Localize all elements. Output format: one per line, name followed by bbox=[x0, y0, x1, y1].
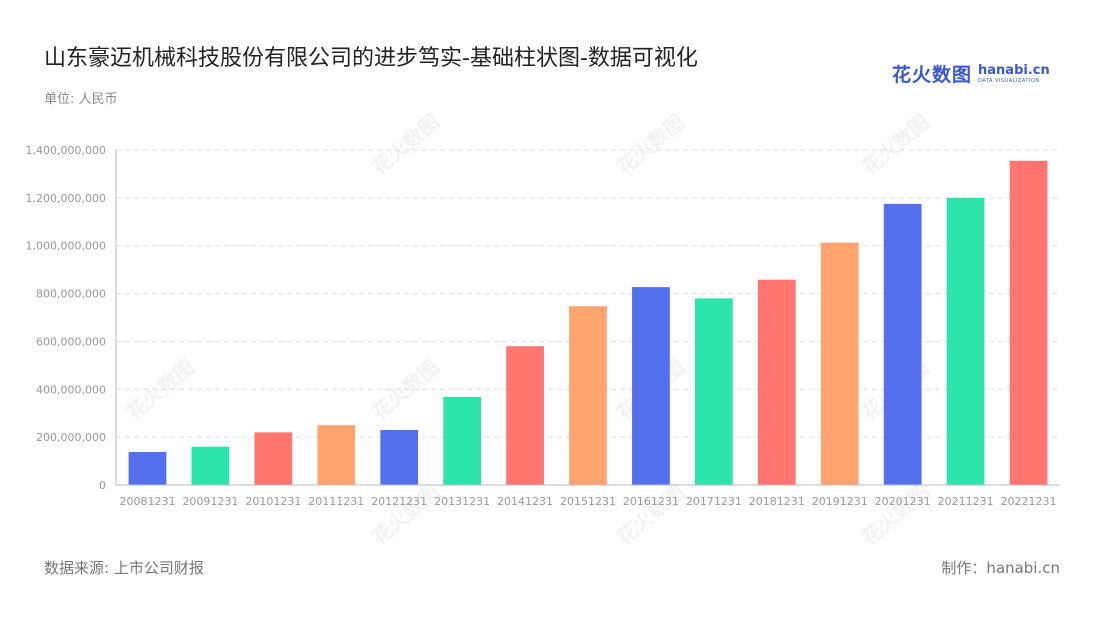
bar-20121231[interactable] bbox=[380, 429, 419, 485]
y-axis-ticks: 0 200,000,000 400,000,000 600,000,000 800,00… bbox=[26, 144, 106, 492]
logo-cn-text: 花火数图 bbox=[892, 64, 973, 86]
x-tick-label: 20161231 bbox=[623, 495, 679, 508]
x-tick-label: 20091231 bbox=[182, 495, 238, 508]
x-tick-label: 20101231 bbox=[245, 495, 301, 508]
x-tick-label: 20171231 bbox=[686, 495, 742, 508]
bar-20141231[interactable] bbox=[506, 346, 544, 485]
y-tick-label: 600,000,000 bbox=[36, 335, 106, 348]
bar-20201231[interactable] bbox=[883, 203, 922, 485]
bar-20181231[interactable] bbox=[757, 279, 796, 485]
x-tick-label: 20221231 bbox=[1001, 495, 1057, 508]
bar-20151231[interactable] bbox=[569, 306, 607, 485]
brand-logo: 花火数图 hanabi.cn DATA VISUALIZATION bbox=[892, 60, 1050, 87]
bar-20081231[interactable] bbox=[128, 451, 167, 485]
x-axis-ticks: 20081231 20091231 20101231 20111231 20121231… bbox=[119, 495, 1056, 508]
x-tick-label: 20201231 bbox=[875, 495, 931, 508]
bar-20111231[interactable] bbox=[317, 425, 356, 485]
y-tick-label: 1,000,000,000 bbox=[26, 240, 106, 253]
bar-20091231[interactable] bbox=[191, 446, 230, 485]
bar-20221231[interactable] bbox=[1009, 160, 1048, 485]
unit-label: 单位: 人民币 bbox=[44, 92, 118, 107]
logo-en-block: hanabi.cn DATA VISUALIZATION bbox=[978, 64, 1050, 84]
y-tick-label: 800,000,000 bbox=[36, 288, 106, 301]
bar-20131231[interactable] bbox=[443, 396, 482, 485]
y-tick-label: 1,400,000,000 bbox=[26, 144, 106, 157]
y-tick-label: 200,000,000 bbox=[36, 431, 106, 444]
x-tick-label: 20131231 bbox=[434, 495, 490, 508]
bar-20171231[interactable] bbox=[694, 298, 733, 485]
x-tick-label: 20211231 bbox=[938, 495, 994, 508]
y-tick-label: 400,000,000 bbox=[36, 383, 106, 396]
x-tick-label: 20191231 bbox=[812, 495, 868, 508]
bar-20191231[interactable] bbox=[820, 242, 859, 485]
bar-20101231[interactable] bbox=[254, 432, 293, 485]
x-tick-label: 20111231 bbox=[308, 495, 364, 508]
x-tick-label: 20121231 bbox=[371, 495, 427, 508]
y-tick-label: 1,200,000,000 bbox=[26, 192, 106, 205]
chart-title: 山东豪迈机械科技股份有限公司的进步笃实-基础柱状图-数据可视化 bbox=[44, 46, 698, 71]
bar-20211231[interactable] bbox=[946, 197, 985, 485]
x-tick-label: 20081231 bbox=[119, 495, 175, 508]
bar-20161231[interactable] bbox=[632, 287, 670, 485]
y-tick-label: 0 bbox=[99, 479, 106, 492]
bars bbox=[128, 160, 1048, 485]
x-tick-label: 20141231 bbox=[497, 495, 553, 508]
x-tick-label: 20181231 bbox=[749, 495, 805, 508]
logo-sub-text: DATA VISUALIZATION bbox=[978, 77, 1040, 84]
x-tick-label: 20151231 bbox=[560, 495, 616, 508]
maker-credit: 制作：hanabi.cn bbox=[941, 559, 1060, 577]
data-source: 数据来源: 上市公司财报 bbox=[44, 559, 204, 577]
logo-en-text: hanabi.cn bbox=[978, 62, 1050, 78]
